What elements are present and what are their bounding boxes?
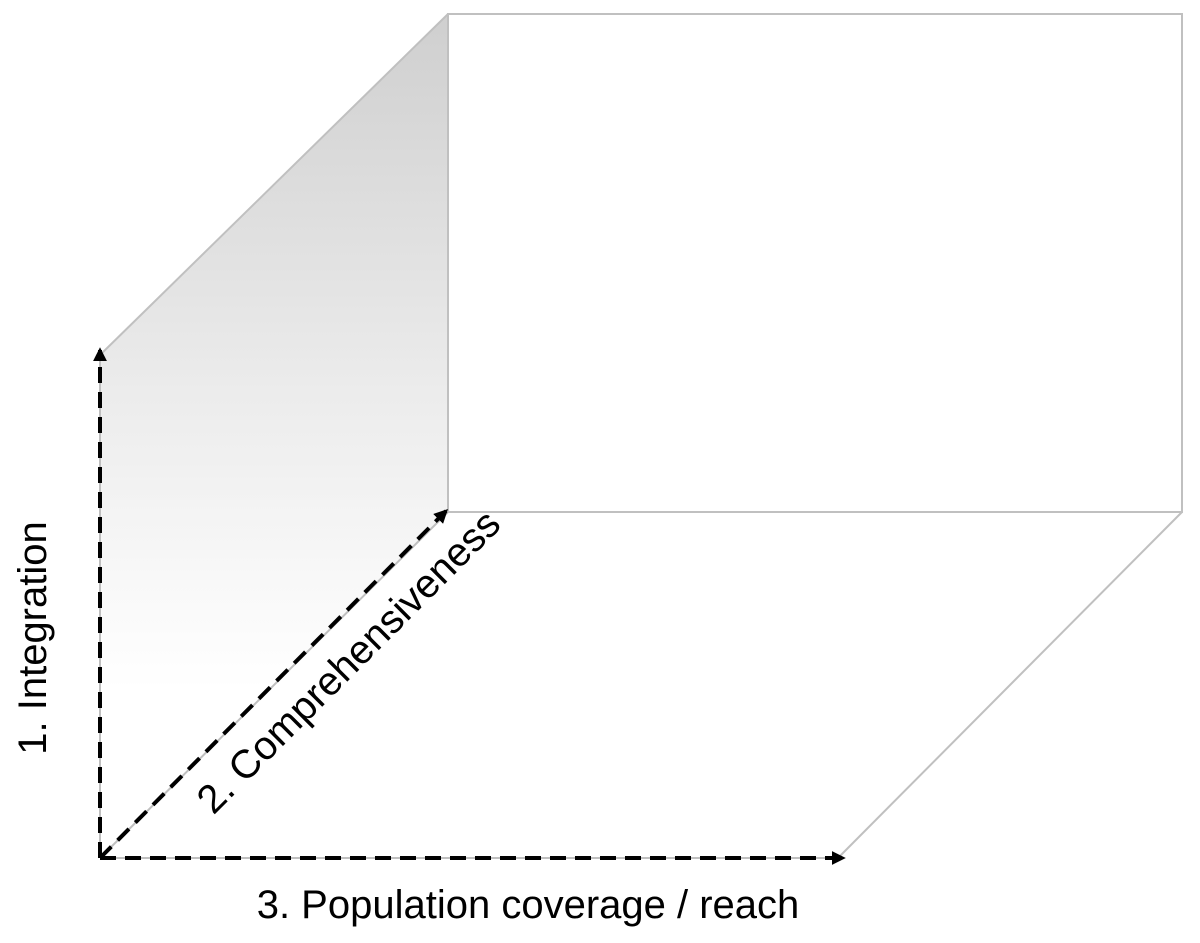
integration-axis-label: 1. Integration xyxy=(11,521,55,755)
bottom-right-edge xyxy=(837,511,1183,859)
left-face-shaded xyxy=(100,14,448,858)
back-face xyxy=(447,13,1183,513)
comprehensiveness-axis-arrow xyxy=(98,509,448,860)
top-left-edge xyxy=(99,13,449,356)
population-axis-label: 3. Population coverage / reach xyxy=(257,883,800,927)
